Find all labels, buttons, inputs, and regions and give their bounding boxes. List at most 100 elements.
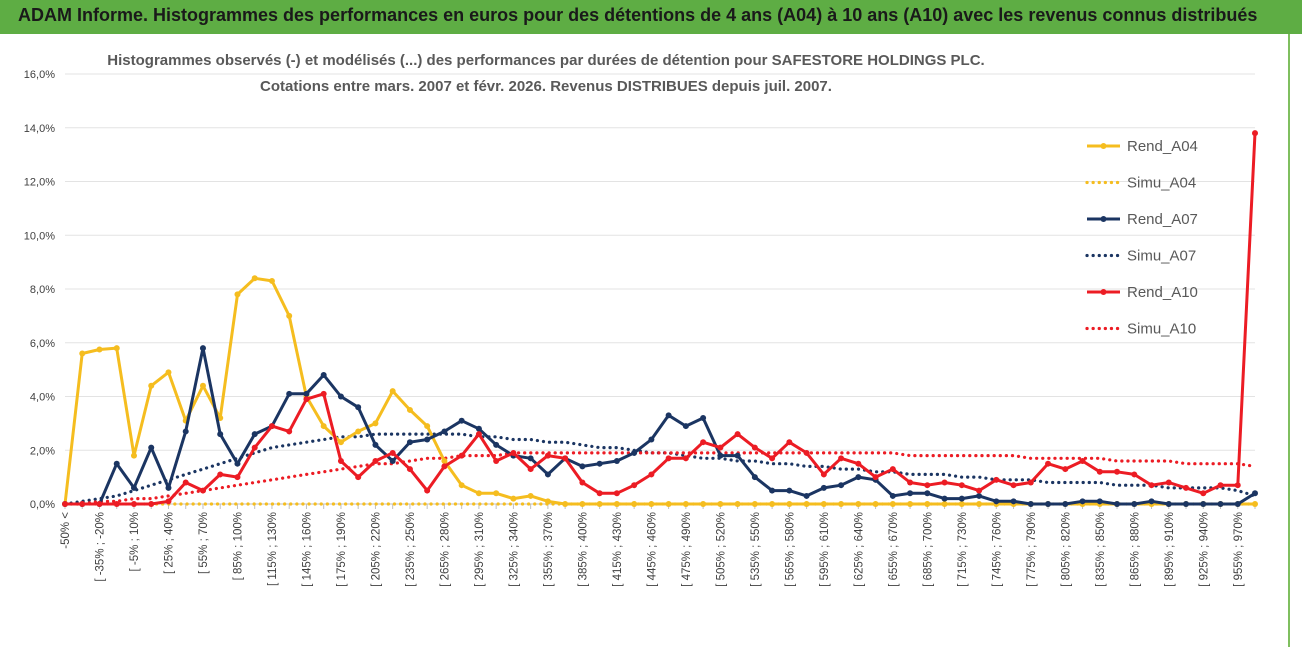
data-point-Rend_A04 [199, 382, 206, 389]
data-point-Rend_A10 [803, 449, 810, 456]
data-point-Rend_A10 [1234, 482, 1241, 489]
y-tick-label: 6,0% [30, 338, 55, 350]
legend-label-Simu_A04: Simu_A04 [1127, 175, 1196, 192]
data-point-Rend_A07 [406, 439, 413, 446]
data-point-Rend_A04 [320, 423, 327, 430]
data-point-Rend_A04 [631, 501, 638, 507]
data-point-Rend_A10 [406, 466, 413, 473]
x-tick-label: [ 355% ; 370% [543, 512, 555, 587]
data-point-Rend_A10 [665, 455, 672, 462]
data-point-Rend_A04 [527, 492, 534, 499]
data-point-Rend_A07 [199, 345, 206, 352]
series-group [62, 130, 1258, 507]
data-point-Rend_A07 [389, 458, 396, 464]
header-title: ADAM Informe. Histogrammes des performan… [18, 5, 1258, 25]
x-tick-label: [ 475% ; 490% [681, 512, 693, 587]
legend-marker-Rend_A04 [1100, 143, 1107, 149]
data-point-Rend_A07 [1062, 501, 1069, 507]
legend-label-Simu_A07: Simu_A07 [1127, 248, 1196, 265]
data-point-Rend_A04 [79, 350, 86, 357]
data-point-Rend_A07 [579, 463, 586, 470]
data-point-Rend_A04 [889, 501, 896, 507]
data-point-Rend_A04 [337, 439, 344, 446]
data-point-Rend_A04 [1252, 501, 1258, 507]
x-tick-label: [ 325% ; 340% [508, 512, 520, 587]
x-tick-label: [ 535% ; 550% [750, 512, 762, 587]
data-point-Rend_A07 [1200, 501, 1207, 507]
histogram-chart: Histogrammes observés (-) et modélisés (… [24, 52, 1258, 587]
data-point-Rend_A07 [838, 482, 845, 489]
series-line-Rend_A04 [63, 276, 1255, 506]
y-tick-label: 12,0% [24, 177, 55, 189]
data-point-Rend_A07 [855, 474, 862, 481]
data-point-Rend_A04 [510, 495, 517, 502]
data-point-Rend_A04 [717, 501, 724, 507]
data-point-Rend_A10 [441, 463, 448, 470]
data-point-Rend_A07 [1183, 501, 1190, 507]
legend-marker-Rend_A10 [1100, 289, 1107, 295]
data-point-Rend_A07 [113, 460, 120, 467]
data-point-Rend_A10 [286, 428, 293, 435]
data-point-Rend_A07 [734, 452, 741, 459]
y-tick-label: 0,0% [30, 499, 55, 511]
x-tick-label: [ 715% ; 730% [957, 512, 969, 587]
data-point-Rend_A04 [924, 501, 931, 507]
data-point-Rend_A07 [527, 455, 534, 462]
data-point-Rend_A07 [234, 460, 241, 467]
x-tick-label: [ -35% ; -20% [94, 512, 106, 582]
data-point-Rend_A04 [268, 277, 275, 284]
data-point-Rend_A10 [355, 474, 362, 481]
data-point-Rend_A10 [1010, 482, 1017, 489]
data-point-Rend_A10 [1096, 468, 1103, 475]
data-point-Rend_A07 [665, 412, 672, 419]
data-point-Rend_A04 [907, 501, 914, 507]
y-tick-label: 4,0% [30, 392, 55, 404]
data-point-Rend_A04 [286, 312, 293, 319]
series-line-Rend_A10 [65, 133, 1257, 506]
x-tick-label: [ 595% ; 610% [819, 512, 831, 587]
y-tick-label: 2,0% [30, 445, 55, 457]
data-point-Rend_A07 [355, 404, 362, 411]
data-point-Rend_A07 [372, 441, 379, 448]
data-point-Rend_A10 [389, 449, 396, 456]
series-line-Rend_A07 [65, 346, 1256, 506]
data-point-Rend_A07 [424, 436, 431, 443]
data-point-Rend_A10 [648, 471, 655, 478]
data-point-Rend_A10 [907, 479, 914, 486]
data-point-Rend_A10 [458, 452, 465, 459]
data-point-Rend_A07 [682, 423, 689, 430]
x-tick-label: -50% < [60, 512, 72, 549]
data-point-Rend_A04 [406, 406, 413, 413]
data-point-Rend_A04 [544, 498, 551, 505]
data-point-Rend_A07 [1096, 498, 1103, 505]
data-point-Rend_A07 [493, 441, 500, 448]
x-axis-ticks: -50% < [ -35% ; -20% [ -5% ; 10% [ 25% ; 40… [60, 504, 1256, 587]
data-point-Rend_A10 [303, 396, 310, 403]
data-point-Rend_A07 [976, 492, 983, 499]
data-point-Rend_A10 [493, 458, 500, 464]
data-point-Rend_A07 [907, 490, 914, 497]
data-point-Rend_A10 [1062, 466, 1069, 473]
x-tick-label: [ 655% ; 670% [888, 512, 900, 587]
data-point-Rend_A10 [751, 444, 758, 451]
data-point-Rend_A04 [96, 346, 103, 353]
data-point-Rend_A10 [234, 474, 241, 481]
data-point-Rend_A10 [855, 460, 862, 467]
x-tick-label: [ 265% ; 280% [439, 512, 451, 587]
y-tick-label: 10,0% [24, 230, 55, 242]
data-point-Rend_A10 [838, 455, 845, 462]
x-tick-label: [ 295% ; 310% [474, 512, 486, 587]
frame-border [1288, 34, 1290, 647]
data-point-Rend_A10 [631, 482, 638, 489]
legend-label-Rend_A04: Rend_A04 [1127, 138, 1198, 155]
data-point-Rend_A10 [579, 479, 586, 486]
data-point-Rend_A07 [441, 428, 448, 435]
data-point-Rend_A07 [1027, 501, 1034, 507]
data-point-Rend_A10 [251, 444, 258, 451]
data-point-Rend_A07 [924, 490, 931, 497]
data-point-Rend_A10 [820, 471, 827, 478]
data-point-Rend_A10 [544, 452, 551, 459]
x-tick-label: [ 835% ; 850% [1095, 512, 1107, 587]
data-point-Rend_A10 [130, 501, 137, 507]
x-tick-label: [ 55% ; 70% [198, 512, 210, 574]
